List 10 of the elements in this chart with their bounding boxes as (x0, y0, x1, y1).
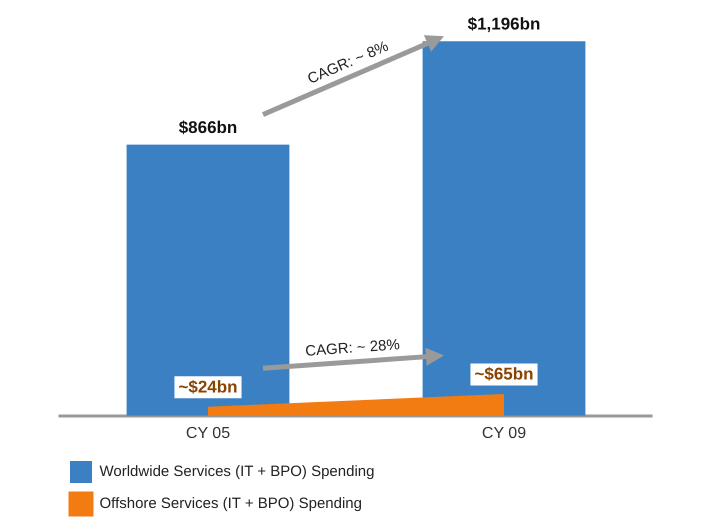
legend-label: Worldwide Services (IT + BPO) Spending (100, 463, 374, 480)
data-label: $1,196bn (468, 14, 540, 34)
x-tick-label: CY 05 (186, 424, 230, 442)
data-label: ~$65bn (474, 364, 534, 384)
data-label: ~$24bn (178, 377, 238, 396)
x-tick-label: CY 09 (482, 424, 526, 442)
annotation: CAGR: ~ 28% (304, 336, 400, 360)
data-label: $866bn (178, 118, 238, 137)
legend-label: Offshore Services (IT + BPO) Spending (100, 495, 362, 512)
annotation: CAGR: ~ 8% (305, 38, 391, 88)
